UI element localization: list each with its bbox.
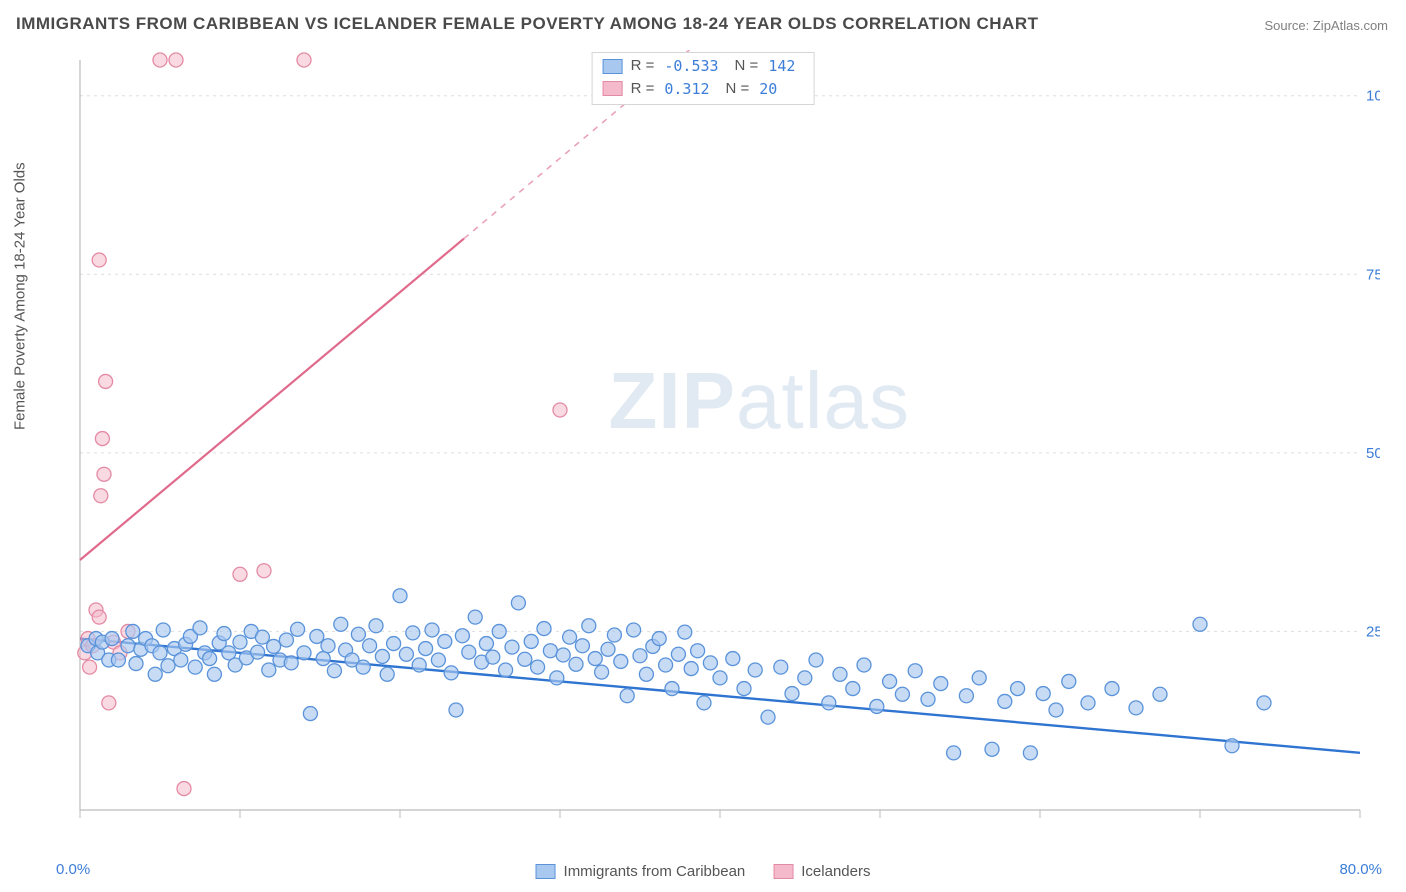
legend-item: Icelanders xyxy=(773,863,870,880)
svg-text:25.0%: 25.0% xyxy=(1366,623,1380,640)
n-value: 142 xyxy=(766,55,803,78)
r-label: R = xyxy=(631,55,655,78)
correlation-legend: R =-0.533N =142R =0.312N =20 xyxy=(592,52,815,105)
legend-stats-row: R = -0.533 N = 142 xyxy=(603,55,804,78)
legend-swatch xyxy=(603,59,623,74)
legend-item: Immigrants from Caribbean xyxy=(536,863,746,880)
n-value: 20 xyxy=(757,78,785,101)
chart-canvas: 25.0% 50.0% 75.0% 100.0% xyxy=(50,50,1380,830)
legend-stats-row: R = 0.312 N = 20 xyxy=(603,78,804,101)
series-legend: Immigrants from Caribbean Icelanders xyxy=(536,863,871,880)
svg-text:100.0%: 100.0% xyxy=(1366,88,1380,105)
chart-title: IMMIGRANTS FROM CARIBBEAN VS ICELANDER F… xyxy=(16,14,1038,34)
x-axis-max-label: 80.0% xyxy=(1339,861,1382,878)
svg-text:75.0%: 75.0% xyxy=(1366,266,1380,283)
legend-swatch xyxy=(536,864,556,879)
legend-label: Immigrants from Caribbean xyxy=(564,863,746,880)
svg-text:50.0%: 50.0% xyxy=(1366,445,1380,462)
n-label: N = xyxy=(726,78,750,101)
y-axis-label: Female Poverty Among 18-24 Year Olds xyxy=(12,162,29,430)
r-label: R = xyxy=(631,78,655,101)
legend-swatch xyxy=(773,864,793,879)
x-axis-min-label: 0.0% xyxy=(56,861,90,878)
scatter-plot: 25.0% 50.0% 75.0% 100.0% xyxy=(50,50,1380,830)
r-value: -0.533 xyxy=(662,55,726,78)
source-attribution: Source: ZipAtlas.com xyxy=(1264,18,1388,33)
r-value: 0.312 xyxy=(662,78,717,101)
n-label: N = xyxy=(735,55,759,78)
legend-label: Icelanders xyxy=(801,863,870,880)
legend-swatch xyxy=(603,81,623,96)
